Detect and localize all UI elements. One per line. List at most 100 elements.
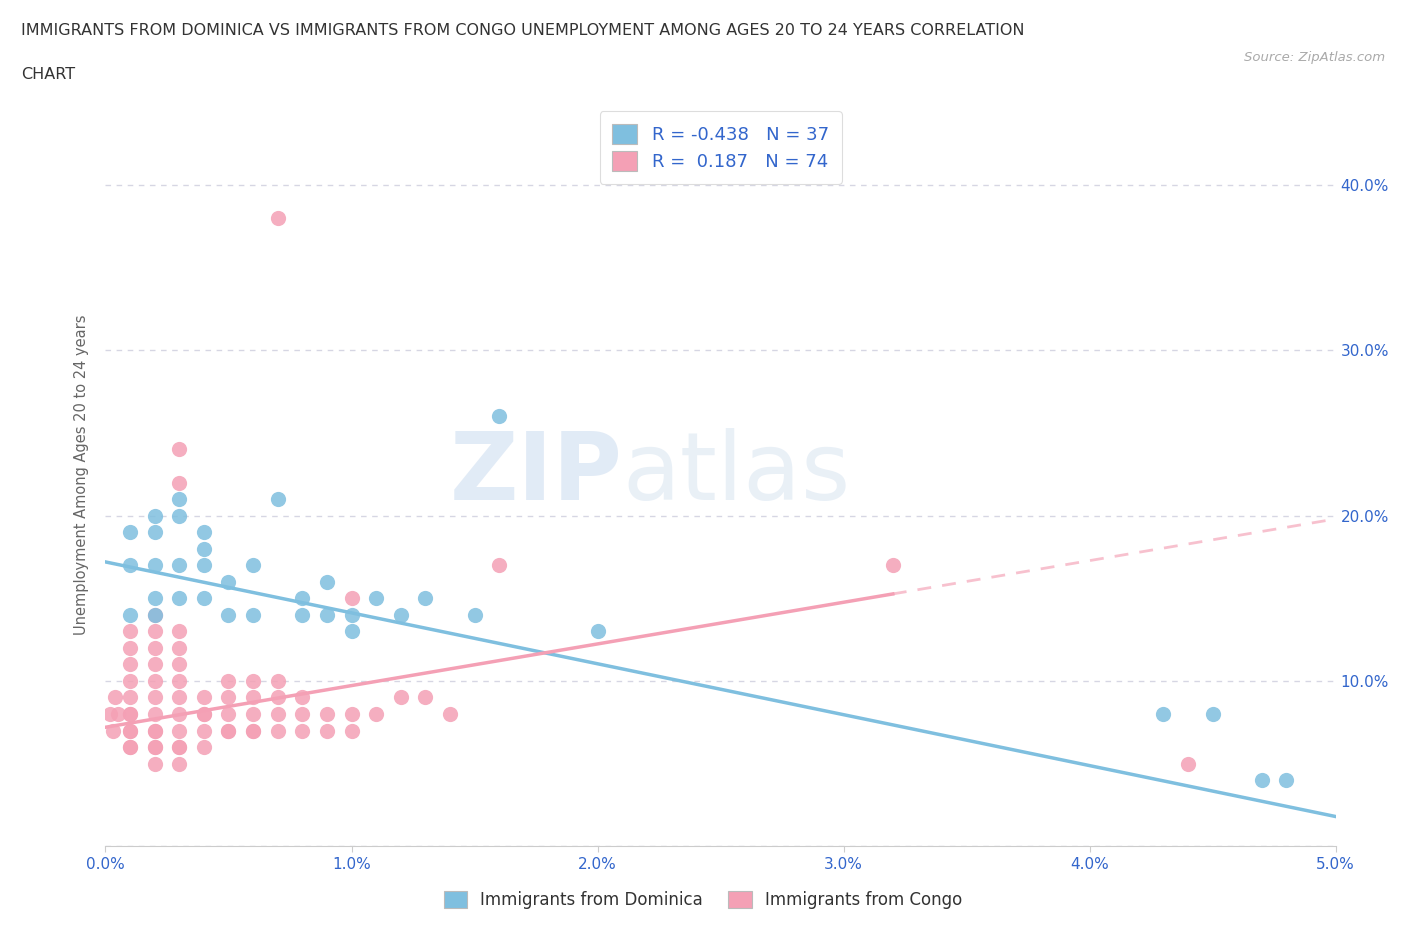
Point [169, 739, 191, 754]
Point [193, 724, 215, 738]
Point [193, 558, 215, 573]
Point [120, 690, 141, 705]
Point [1201, 707, 1223, 722]
Point [340, 607, 363, 622]
Point [340, 724, 363, 738]
Point [169, 756, 191, 771]
Point [340, 591, 363, 605]
Point [143, 607, 166, 622]
Point [169, 673, 191, 688]
Point [242, 724, 264, 738]
Point [104, 690, 127, 705]
Text: CHART: CHART [21, 67, 75, 82]
Point [488, 558, 510, 573]
Point [143, 558, 166, 573]
Point [120, 673, 141, 688]
Point [169, 508, 191, 523]
Legend: R = -0.438   N = 37, R =  0.187   N = 74: R = -0.438 N = 37, R = 0.187 N = 74 [599, 112, 842, 183]
Point [169, 724, 191, 738]
Point [291, 591, 314, 605]
Point [218, 724, 240, 738]
Point [193, 739, 215, 754]
Point [291, 690, 314, 705]
Y-axis label: Unemployment Among Ages 20 to 24 years: Unemployment Among Ages 20 to 24 years [75, 314, 90, 634]
Point [242, 607, 264, 622]
Point [218, 607, 240, 622]
Point [193, 591, 215, 605]
Point [218, 707, 240, 722]
Text: Source: ZipAtlas.com: Source: ZipAtlas.com [1244, 51, 1385, 64]
Point [169, 558, 191, 573]
Point [315, 575, 337, 590]
Point [143, 607, 166, 622]
Point [315, 607, 337, 622]
Point [143, 690, 166, 705]
Point [340, 707, 363, 722]
Point [169, 641, 191, 656]
Point [415, 690, 437, 705]
Point [120, 739, 141, 754]
Point [169, 442, 191, 457]
Point [242, 724, 264, 738]
Point [101, 724, 124, 738]
Point [143, 508, 166, 523]
Point [120, 724, 141, 738]
Point [169, 690, 191, 705]
Point [169, 624, 191, 639]
Point [242, 690, 264, 705]
Point [488, 409, 510, 424]
Point [242, 707, 264, 722]
Point [218, 673, 240, 688]
Point [169, 707, 191, 722]
Point [586, 624, 609, 639]
Point [267, 210, 290, 225]
Point [464, 607, 486, 622]
Point [366, 707, 388, 722]
Point [120, 739, 141, 754]
Point [1177, 756, 1199, 771]
Point [120, 624, 141, 639]
Point [193, 690, 215, 705]
Point [120, 558, 141, 573]
Point [120, 641, 141, 656]
Point [143, 739, 166, 754]
Point [267, 673, 290, 688]
Point [120, 707, 141, 722]
Point [242, 558, 264, 573]
Point [120, 707, 141, 722]
Point [193, 707, 215, 722]
Point [193, 707, 215, 722]
Point [143, 673, 166, 688]
Point [107, 707, 129, 722]
Text: ZIP: ZIP [450, 429, 621, 520]
Point [143, 624, 166, 639]
Point [291, 607, 314, 622]
Point [1251, 773, 1274, 788]
Point [143, 739, 166, 754]
Point [242, 673, 264, 688]
Point [169, 657, 191, 671]
Point [366, 591, 388, 605]
Point [143, 756, 166, 771]
Point [218, 575, 240, 590]
Point [267, 492, 290, 507]
Point [169, 739, 191, 754]
Point [169, 492, 191, 507]
Point [315, 724, 337, 738]
Point [143, 707, 166, 722]
Point [143, 525, 166, 539]
Point [315, 707, 337, 722]
Point [218, 724, 240, 738]
Point [267, 690, 290, 705]
Point [218, 690, 240, 705]
Point [143, 724, 166, 738]
Point [389, 607, 412, 622]
Point [1153, 707, 1175, 722]
Point [389, 690, 412, 705]
Point [169, 591, 191, 605]
Point [193, 541, 215, 556]
Point [143, 657, 166, 671]
Point [267, 707, 290, 722]
Point [120, 525, 141, 539]
Point [143, 724, 166, 738]
